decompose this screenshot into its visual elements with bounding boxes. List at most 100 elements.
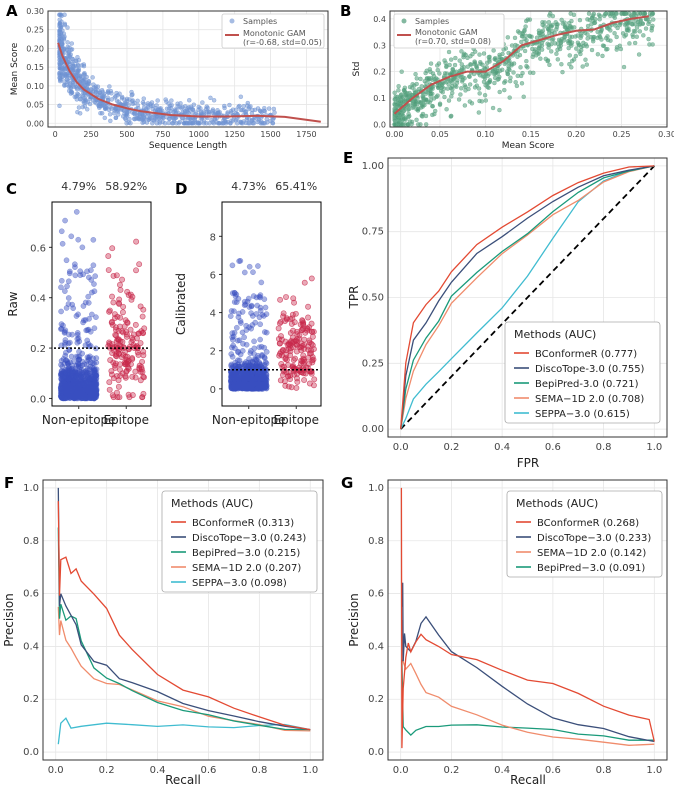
epitope-point	[296, 367, 303, 374]
epitope-point	[305, 343, 311, 350]
sample-point	[634, 34, 639, 39]
sample-point	[520, 33, 525, 39]
sample-point	[626, 26, 631, 31]
sample-point	[586, 11, 592, 16]
sample-point	[81, 90, 86, 95]
sample-point	[115, 93, 120, 98]
sample-point	[271, 106, 277, 112]
epitope-point	[299, 318, 306, 325]
sample-point	[580, 64, 585, 69]
sample-point	[529, 34, 534, 39]
sample-point	[75, 68, 81, 74]
legend-point-marker	[401, 18, 407, 24]
x-tick-label: 0.6	[545, 442, 561, 453]
epitope-point	[119, 276, 126, 283]
legend-label-sema: SEMA−1D 2.0 (0.708)	[535, 394, 644, 405]
sample-point	[169, 98, 174, 103]
epitope-point	[282, 355, 289, 361]
non-epitope-point	[78, 395, 84, 402]
sample-point	[227, 102, 232, 108]
legend-label-bconformer: BConformeR (0.313)	[192, 518, 294, 529]
panel-label-e: E	[343, 149, 353, 167]
sample-point	[409, 119, 415, 125]
y-tick-label: 0.2	[368, 694, 384, 705]
epitope-point	[108, 368, 115, 374]
epitope-point	[129, 293, 136, 300]
y-tick-label: 0.6	[368, 589, 384, 600]
non-epitope-point	[251, 378, 257, 385]
sample-point	[222, 105, 227, 111]
sample-point	[103, 106, 109, 111]
non-epitope-point	[63, 257, 70, 264]
non-epitope-point	[93, 355, 100, 361]
sample-point	[446, 81, 451, 87]
sample-point	[246, 121, 251, 126]
legend: Methods (AUC) BConformeR (0.777) DiscoTope…	[504, 321, 661, 424]
sample-point	[446, 49, 452, 55]
x-tick-label: 0.10	[476, 130, 494, 139]
sample-point	[167, 103, 173, 108]
non-epitope-point	[87, 328, 94, 335]
y-tick-label: 0.30	[26, 7, 44, 16]
sample-point	[238, 120, 244, 126]
sample-point	[57, 32, 62, 37]
sample-point	[126, 120, 131, 125]
epitope-point	[277, 377, 284, 384]
x-tick-label: 0.2	[443, 765, 459, 776]
epitope-point	[277, 296, 284, 303]
epitope-point	[279, 372, 286, 378]
sample-point	[404, 93, 410, 99]
epitope-point	[109, 245, 116, 252]
sample-point	[435, 85, 441, 90]
sample-point	[477, 91, 482, 96]
epitope-point	[105, 267, 112, 273]
sample-point	[595, 52, 601, 57]
non-epitope-point	[230, 342, 236, 349]
epitope-point	[110, 375, 117, 382]
sample-point	[106, 90, 111, 96]
sample-point	[430, 77, 435, 82]
sample-point	[57, 66, 63, 71]
non-epitope-point	[58, 308, 64, 315]
epitope-point	[122, 361, 129, 368]
sample-point	[587, 17, 592, 23]
x-tick-label: 0.8	[596, 765, 612, 776]
epitope-point	[275, 335, 282, 342]
sample-point	[402, 87, 407, 93]
epitope-point	[305, 314, 311, 321]
y-tick-label: 0.05	[26, 101, 44, 110]
legend: Methods (AUC) BConformeR (0.268) DiscoTope…	[506, 490, 663, 578]
sample-point	[527, 17, 533, 22]
non-epitope-point	[91, 281, 97, 287]
y-tick-label: 0.50	[362, 293, 384, 304]
x-tick-label: 0	[53, 130, 58, 139]
epitope-point	[276, 320, 283, 327]
sample-point	[82, 71, 87, 76]
sample-point	[399, 94, 405, 100]
non-epitope-point	[248, 310, 254, 316]
epitope-point	[309, 342, 316, 349]
sample-point	[200, 100, 205, 105]
epitope-point	[119, 309, 126, 316]
epitope-point	[125, 365, 132, 372]
sample-point	[589, 47, 595, 53]
non-epitope-point	[77, 272, 84, 278]
y-axis-label: Calibrated	[174, 273, 188, 335]
sample-point	[643, 26, 649, 31]
sample-point	[80, 104, 86, 110]
epitope-point	[136, 330, 142, 337]
sample-point	[646, 36, 651, 42]
sample-point	[650, 23, 655, 29]
non-epitope-point	[58, 277, 65, 284]
sample-point	[196, 104, 201, 110]
non-epitope-point	[86, 315, 92, 322]
x-tick-label: 500	[119, 130, 134, 139]
sample-point	[191, 102, 197, 107]
sample-point	[478, 61, 483, 66]
non-epitope-point	[255, 352, 261, 359]
sample-point	[627, 41, 632, 46]
epitope-point	[288, 320, 295, 327]
sample-point	[522, 48, 528, 54]
non-epitope-point	[263, 329, 270, 336]
sample-point	[519, 81, 525, 86]
